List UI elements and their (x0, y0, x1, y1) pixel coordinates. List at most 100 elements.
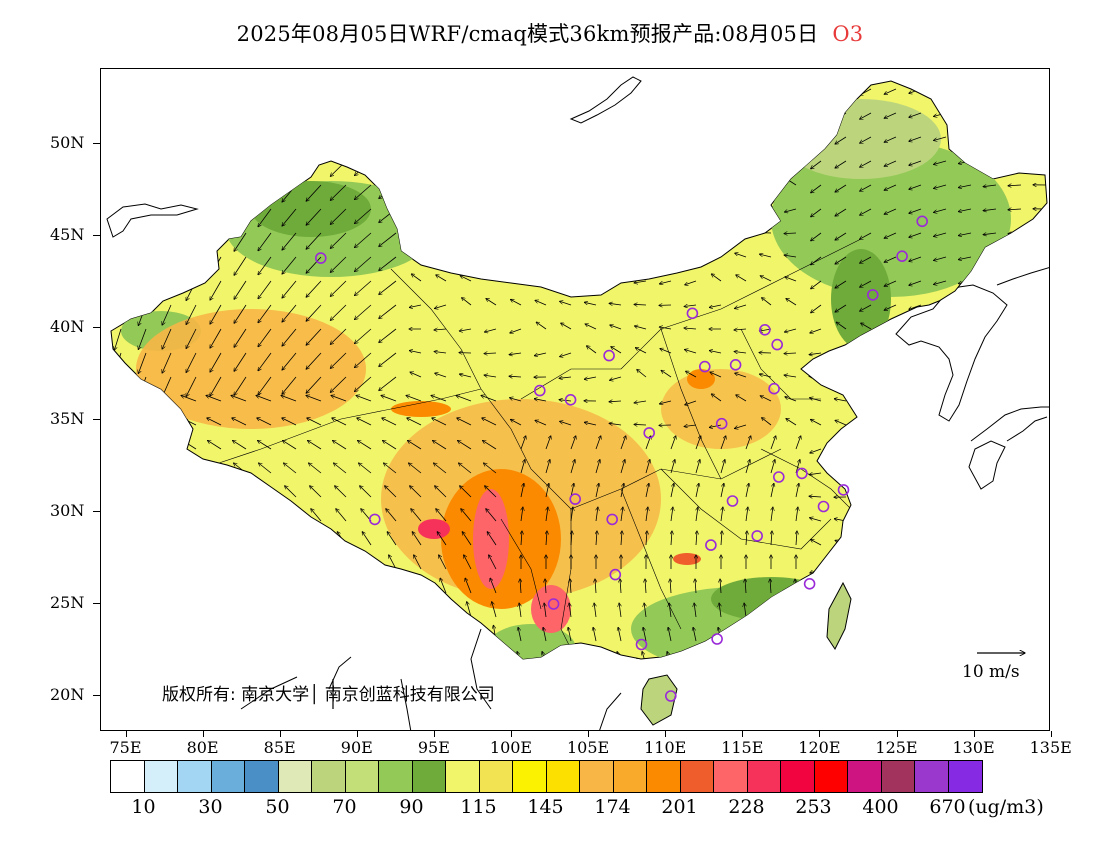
wind-vector (669, 603, 671, 618)
wind-vector (734, 352, 747, 354)
wind-vector (567, 652, 572, 659)
wind-vector (670, 483, 674, 498)
lon-label-130e: 130E (952, 738, 995, 757)
wind-vector (295, 649, 296, 659)
wind-vector (215, 578, 222, 594)
legend-label-201: 201 (661, 796, 698, 818)
city-marker-xining (533, 384, 546, 397)
wind-vector (811, 256, 822, 265)
wind-vector (390, 578, 397, 594)
wind-vector (959, 520, 972, 524)
wind-vector (619, 603, 621, 618)
wind-vector (760, 396, 772, 402)
orange-zone-hunan (673, 553, 701, 565)
wind-vector (467, 602, 472, 618)
wind-vector (560, 181, 572, 186)
wind-vector (983, 89, 997, 91)
wind-vector (355, 256, 372, 272)
wind-vector (379, 256, 397, 271)
wind-vector (336, 509, 347, 522)
wind-vector (884, 160, 897, 166)
wind-vector (186, 509, 197, 522)
wind-vector (409, 111, 422, 114)
wind-vector (284, 463, 297, 474)
wind-vector (860, 352, 872, 357)
lat-label-40n: 40N (50, 317, 85, 336)
legend-label-90: 90 (399, 796, 424, 818)
wind-vector (282, 280, 297, 298)
wind-vector (330, 256, 347, 272)
wind-vector (306, 395, 322, 402)
wind-vector (860, 304, 872, 311)
wind-vector (885, 684, 896, 689)
wind-vector (330, 112, 347, 128)
wind-vector (859, 400, 872, 401)
wind-vector (684, 185, 697, 187)
wind-vector (459, 463, 472, 474)
wind-vector (114, 352, 122, 374)
wind-vector (593, 627, 597, 642)
wind-vector (509, 233, 522, 235)
wind-vector (436, 275, 447, 282)
wind-vector (114, 184, 122, 206)
wind-vector (1034, 569, 1047, 570)
wind-vector (210, 280, 222, 300)
wind-vector (189, 555, 197, 570)
wind-vector (709, 184, 722, 188)
wind-vector (767, 652, 772, 659)
wind-vector (986, 371, 997, 378)
wind-vector (721, 531, 722, 546)
wind-vector (138, 88, 147, 110)
lon-label-80e: 80E (186, 738, 219, 757)
wind-vector (138, 136, 147, 158)
wind-vector (670, 579, 671, 594)
wind-vector (509, 376, 522, 377)
wind-vector (115, 578, 122, 594)
wind-vector (381, 395, 397, 402)
wind-vector (358, 440, 372, 450)
wind-vector (835, 208, 847, 216)
wind-vector (886, 586, 897, 594)
wind-vector (760, 156, 772, 162)
city-marker-lhasa (368, 513, 381, 526)
wind-vector (330, 352, 347, 368)
wind-vector (317, 602, 322, 618)
city-marker-hefei (772, 471, 785, 483)
lon-label-115e: 115E (721, 738, 764, 757)
wind-vector (379, 184, 397, 199)
wind-vector (510, 398, 522, 402)
wind-vector (785, 277, 797, 282)
wind-vector (114, 160, 122, 182)
lat-tick (93, 695, 100, 696)
wind-vector (885, 444, 897, 450)
wind-vector (709, 231, 722, 234)
wind-vector (330, 280, 347, 296)
wind-vector (811, 232, 822, 241)
wind-vector (162, 304, 172, 325)
wind-vector (379, 376, 397, 391)
wind-vector (958, 208, 972, 212)
wind-vector (1009, 471, 1022, 474)
legend-label-400: 400 (862, 796, 899, 818)
wind-vector (637, 129, 647, 138)
wind-vector (185, 486, 197, 498)
wind-vector (586, 346, 597, 354)
wind-vector (685, 160, 697, 165)
legend-swatch (680, 761, 714, 792)
wind-vector (382, 418, 397, 426)
wind-vector (293, 625, 297, 642)
wind-vector (234, 208, 247, 227)
wind-vector (320, 649, 321, 659)
wind-vector (458, 440, 472, 450)
wind-vector (735, 253, 747, 258)
wind-vector (345, 649, 346, 659)
wind-vector (835, 232, 847, 240)
lat-tick (93, 235, 100, 236)
hainan-island (640, 674, 678, 726)
wind-vector (784, 233, 797, 234)
wind-vector (282, 304, 297, 322)
wind-vector (510, 158, 522, 162)
wind-vector (330, 376, 347, 392)
wind-vector (1008, 161, 1022, 162)
wind-vector (637, 369, 647, 378)
